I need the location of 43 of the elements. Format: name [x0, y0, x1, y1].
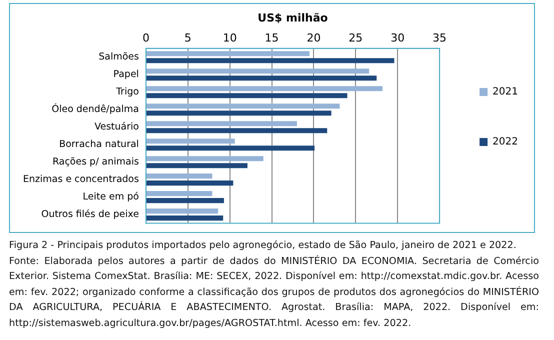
bar: [146, 174, 212, 179]
bar: [146, 86, 383, 92]
x-tick-label: 25: [348, 32, 363, 45]
bar: [146, 208, 218, 214]
x-tick-label: 15: [264, 32, 279, 45]
bar: [146, 104, 340, 109]
bar: [146, 138, 235, 144]
bar: [146, 146, 315, 151]
y-tick-label: Papel: [113, 69, 139, 80]
bar: [146, 156, 264, 162]
y-tick-label: Rações p/ animais: [52, 156, 139, 168]
y-tick-label: Óleo dendê/palma: [52, 103, 139, 116]
text: Figura 2 - Principais produtos importados pelo agronegócio, estado de São Paulo, janeiro de 2021 e 2022.: [9, 239, 518, 253]
bar: [146, 58, 394, 64]
y-tick-label: Outros filés de peixe: [41, 209, 140, 220]
legend-label: 2021: [492, 86, 518, 98]
x-tick-label: 20: [306, 32, 321, 45]
y-tick-label: Vestuário: [94, 122, 140, 133]
bar: [146, 198, 224, 204]
x-tick-label: 30: [390, 32, 405, 45]
source-note: Fonte: Elaborada pelos autores a partir de dados do MINISTÉRIO DA ECONOMIA. Secretaria de Comércio Exterior. Sistema ComexStat. Brasília: ME: SECEX, 2022. Disponível em: http://comexstat.mdic.gov.br. Acesso em: fev. 2022; organizado conforme a classificação dos grupos de produtos dos agronegócios do MINISTÉRIO DA AGRICULTURA, PECUÁRIA E ABASTECIMENTO. Agrostat. Brasília: MAPA, 2022. Disponível em: http://sistemasweb.agricultura.gov.br/pages/AGROSTAT.html. Acesso em: fev. 2022.: [9, 254, 539, 331]
bar: [146, 93, 348, 98]
y-tick-label: Borracha natural: [59, 139, 139, 150]
y-tick-label: Leite em pó: [82, 192, 140, 203]
bar: [146, 121, 297, 126]
bar: [146, 51, 310, 56]
bar: [146, 191, 212, 196]
y-tick-label: Salmões: [98, 52, 139, 63]
bar: [146, 180, 234, 186]
bar: [146, 68, 370, 74]
bar: [146, 76, 377, 81]
x-tick-label: 5: [184, 32, 192, 45]
bar: [146, 128, 328, 134]
bar: [146, 163, 248, 168]
y-tick-label: Enzimas e concentrados: [22, 174, 139, 186]
x-tick-label: 0: [142, 32, 150, 45]
y-tick-label: Trigo: [115, 86, 140, 98]
legend-label: 2022: [492, 136, 518, 148]
bar: [146, 110, 332, 116]
x-tick-label: 35: [432, 32, 447, 45]
x-tick-label: 10: [222, 32, 237, 45]
x-axis-title: US$ milhão: [258, 11, 328, 24]
bar: [146, 216, 224, 221]
